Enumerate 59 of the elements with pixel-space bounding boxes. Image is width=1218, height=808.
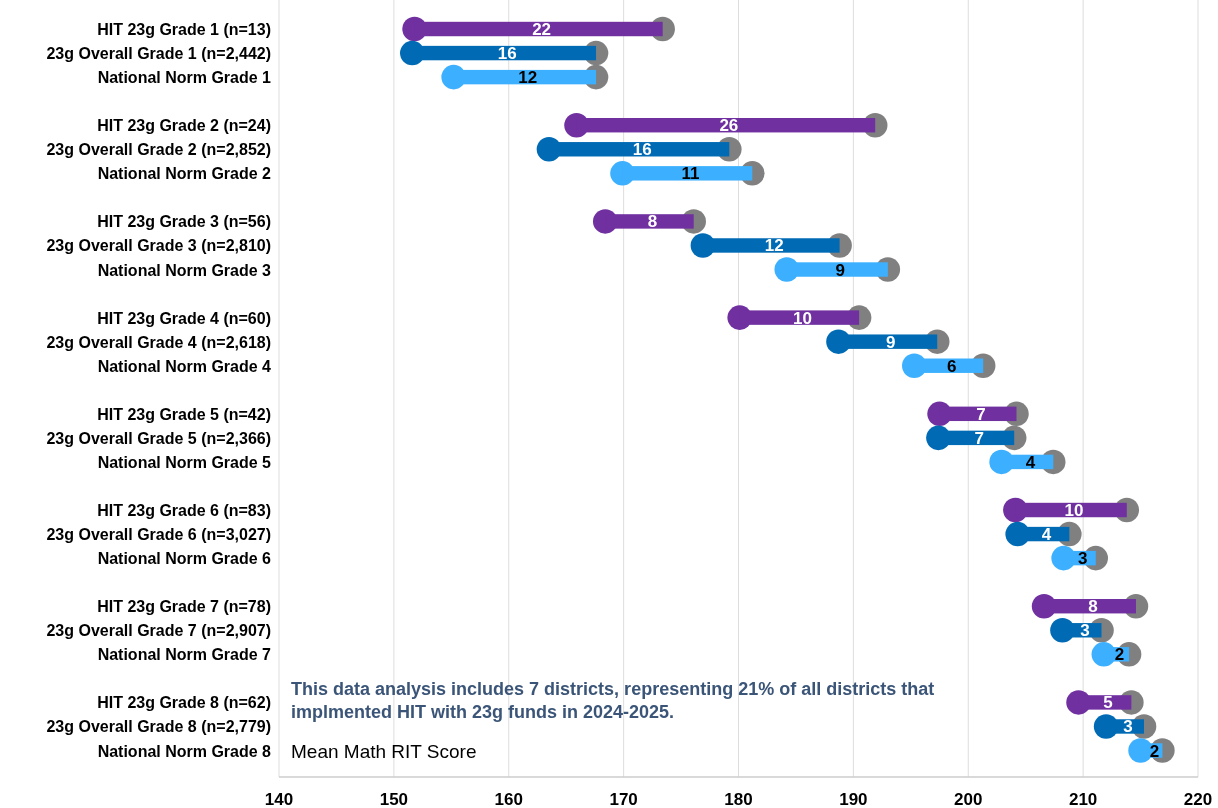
y-tick-label: 23g Overall Grade 6 (n=3,027) bbox=[46, 526, 271, 544]
x-tick-label: 150 bbox=[379, 790, 409, 808]
data-label: 4 bbox=[1025, 452, 1036, 472]
y-tick-label: National Norm Grade 5 bbox=[97, 453, 272, 471]
data-label: 16 bbox=[497, 44, 517, 64]
x-tick-label: 220 bbox=[1183, 790, 1213, 808]
data-label: 4 bbox=[1041, 525, 1052, 545]
data-label: 6 bbox=[946, 356, 957, 376]
y-tick-label: National Norm Grade 4 bbox=[97, 357, 272, 375]
y-tick-label: National Norm Grade 1 bbox=[97, 69, 272, 87]
x-tick-label: 140 bbox=[264, 790, 294, 808]
y-tick-label: National Norm Grade 7 bbox=[97, 646, 272, 664]
y-tick-label: HIT 23g Grade 2 (n=24) bbox=[97, 117, 271, 135]
data-label: 12 bbox=[518, 68, 538, 88]
data-label: 12 bbox=[764, 236, 784, 256]
data-label: 22 bbox=[532, 20, 552, 40]
data-label: 10 bbox=[792, 308, 812, 328]
y-tick-label: HIT 23g Grade 4 (n=60) bbox=[97, 309, 271, 327]
data-label: 9 bbox=[835, 260, 846, 280]
y-tick-label: 23g Overall Grade 2 (n=2,852) bbox=[46, 141, 271, 159]
y-tick-label: 23g Overall Grade 8 (n=2,779) bbox=[46, 718, 271, 736]
x-tick-label: 170 bbox=[609, 790, 638, 808]
data-label: 9 bbox=[886, 332, 896, 352]
y-tick-label: HIT 23g Grade 6 (n=83) bbox=[97, 502, 271, 520]
x-tick-label: 210 bbox=[1068, 790, 1098, 808]
y-tick-label: National Norm Grade 6 bbox=[97, 550, 272, 568]
data-label: 5 bbox=[1103, 693, 1113, 713]
y-tick-label: 23g Overall Grade 3 (n=2,810) bbox=[46, 237, 271, 255]
data-label: 8 bbox=[647, 212, 658, 232]
data-label: 2 bbox=[1149, 741, 1160, 761]
y-tick-label: HIT 23g Grade 5 (n=42) bbox=[97, 405, 271, 423]
data-label: 8 bbox=[1088, 597, 1098, 617]
x-tick-label: 190 bbox=[839, 790, 868, 808]
data-label: 10 bbox=[1064, 501, 1084, 521]
y-tick-label: 23g Overall Grade 7 (n=2,907) bbox=[46, 622, 271, 640]
x-tick-label: 160 bbox=[494, 790, 523, 808]
data-label: 7 bbox=[974, 428, 985, 448]
data-label: 3 bbox=[1080, 621, 1090, 641]
y-tick-label: National Norm Grade 2 bbox=[97, 165, 272, 183]
y-tick-label: 23g Overall Grade 5 (n=2,366) bbox=[46, 429, 271, 447]
data-label: 3 bbox=[1123, 717, 1133, 737]
y-tick-label: HIT 23g Grade 3 (n=56) bbox=[97, 213, 271, 231]
y-tick-label: National Norm Grade 8 bbox=[97, 742, 272, 760]
annotation: This data analysis includes 7 districts, representing 21% of all districts that implmented HIT with 23g funds in 2024-2025. bbox=[291, 679, 935, 722]
data-label: 7 bbox=[976, 404, 986, 424]
x-axis-title: Mean Math RIT Score bbox=[291, 741, 477, 762]
y-tick-label: HIT 23g Grade 8 (n=62) bbox=[97, 694, 271, 712]
data-label: 16 bbox=[632, 140, 652, 160]
y-tick-label: HIT 23g Grade 1 (n=13) bbox=[97, 21, 271, 39]
x-tick-label: 200 bbox=[954, 790, 983, 808]
y-tick-label: HIT 23g Grade 7 (n=78) bbox=[97, 598, 271, 616]
data-label: 2 bbox=[1114, 645, 1125, 665]
y-tick-label: 23g Overall Grade 1 (n=2,442) bbox=[46, 45, 271, 63]
data-label: 3 bbox=[1077, 549, 1088, 569]
data-label: 11 bbox=[681, 164, 700, 184]
data-label: 26 bbox=[719, 116, 739, 136]
y-tick-label: National Norm Grade 3 bbox=[97, 261, 272, 279]
x-tick-label: 180 bbox=[724, 790, 753, 808]
y-tick-label: 23g Overall Grade 4 (n=2,618) bbox=[46, 333, 271, 351]
